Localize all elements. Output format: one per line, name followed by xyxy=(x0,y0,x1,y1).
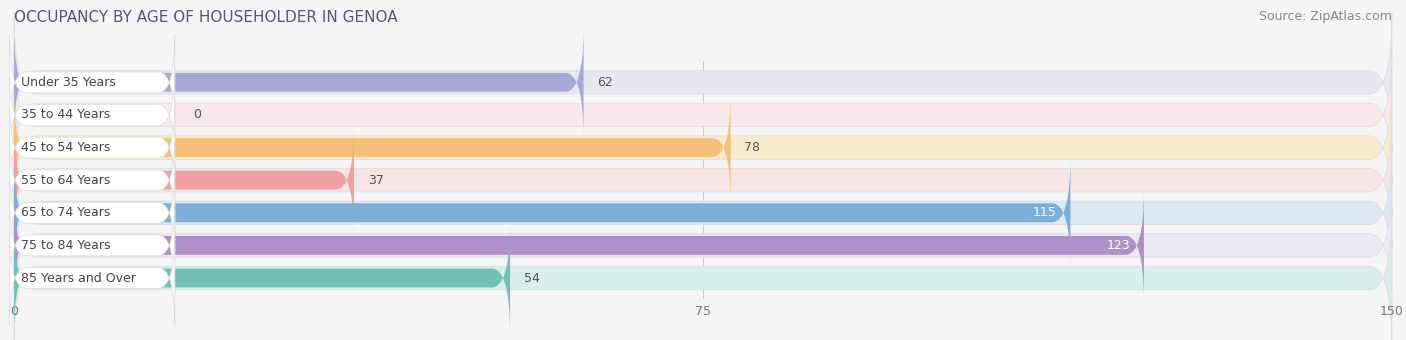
Text: 62: 62 xyxy=(598,76,613,89)
FancyBboxPatch shape xyxy=(14,157,1070,269)
Text: 78: 78 xyxy=(744,141,761,154)
Text: 123: 123 xyxy=(1107,239,1130,252)
FancyBboxPatch shape xyxy=(10,34,174,131)
Text: 37: 37 xyxy=(368,174,384,187)
Text: 45 to 54 Years: 45 to 54 Years xyxy=(21,141,111,154)
FancyBboxPatch shape xyxy=(14,143,1392,283)
FancyBboxPatch shape xyxy=(10,230,174,326)
FancyBboxPatch shape xyxy=(14,92,731,203)
Text: 115: 115 xyxy=(1033,206,1057,219)
Text: 54: 54 xyxy=(524,272,540,285)
Text: 55 to 64 Years: 55 to 64 Years xyxy=(21,174,111,187)
Text: OCCUPANCY BY AGE OF HOUSEHOLDER IN GENOA: OCCUPANCY BY AGE OF HOUSEHOLDER IN GENOA xyxy=(14,10,398,25)
Text: 75 to 84 Years: 75 to 84 Years xyxy=(21,239,111,252)
FancyBboxPatch shape xyxy=(10,132,174,228)
Text: 0: 0 xyxy=(193,108,201,121)
Text: 35 to 44 Years: 35 to 44 Years xyxy=(21,108,111,121)
FancyBboxPatch shape xyxy=(14,124,354,236)
FancyBboxPatch shape xyxy=(10,165,174,261)
FancyBboxPatch shape xyxy=(14,222,510,334)
FancyBboxPatch shape xyxy=(10,99,174,196)
FancyBboxPatch shape xyxy=(10,197,174,294)
Text: 85 Years and Over: 85 Years and Over xyxy=(21,272,136,285)
FancyBboxPatch shape xyxy=(14,176,1392,315)
FancyBboxPatch shape xyxy=(14,13,1392,152)
FancyBboxPatch shape xyxy=(14,208,1392,340)
Text: Under 35 Years: Under 35 Years xyxy=(21,76,117,89)
FancyBboxPatch shape xyxy=(10,67,174,163)
FancyBboxPatch shape xyxy=(14,110,1392,250)
FancyBboxPatch shape xyxy=(14,27,583,138)
FancyBboxPatch shape xyxy=(14,78,1392,217)
FancyBboxPatch shape xyxy=(14,45,1392,185)
Text: 65 to 74 Years: 65 to 74 Years xyxy=(21,206,111,219)
Text: Source: ZipAtlas.com: Source: ZipAtlas.com xyxy=(1258,10,1392,23)
FancyBboxPatch shape xyxy=(14,190,1144,301)
